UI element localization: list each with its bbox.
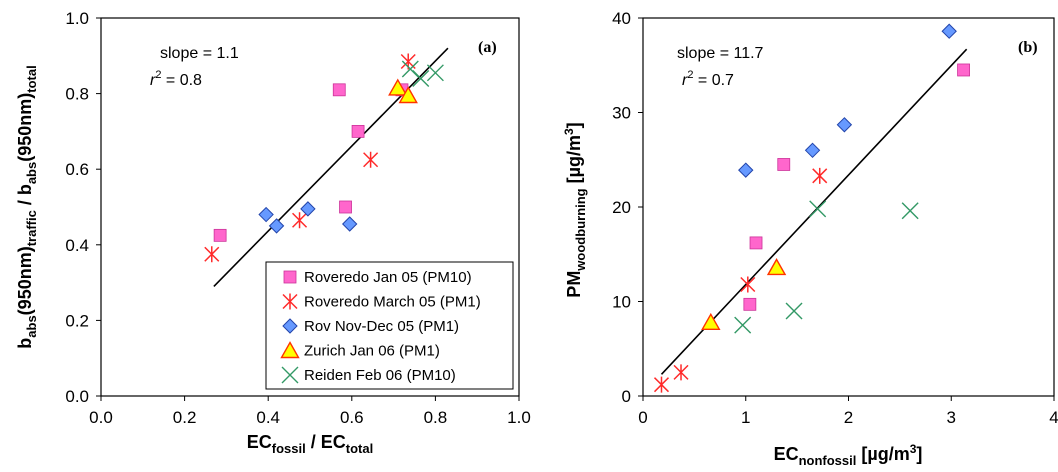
panel-b-x-tick-label: 4 bbox=[1049, 408, 1058, 427]
legend-label: Reiden Feb 06 (PM10) bbox=[304, 367, 456, 384]
panel-a-data-point bbox=[342, 216, 358, 232]
panel-a-data-point bbox=[213, 228, 227, 242]
panel-b-series-4 bbox=[734, 200, 919, 334]
panel-a-y-tick-label: 0.0 bbox=[65, 387, 89, 406]
panel-a-y-tick-label: 0.6 bbox=[65, 160, 89, 179]
legend-marker bbox=[280, 341, 300, 359]
panel-a-data-point bbox=[412, 69, 430, 87]
panel-b-label: (b) bbox=[1018, 39, 1038, 56]
panel-a-data-point bbox=[398, 86, 418, 104]
panel-a-y-tick-label: 1.0 bbox=[65, 9, 89, 28]
legend-marker bbox=[281, 366, 299, 384]
panel-b-x-tick-label: 3 bbox=[947, 408, 956, 427]
panel-b-x-axis-label: ECnonfossil [µg/m3] bbox=[774, 442, 923, 468]
panel-b-data-point bbox=[836, 117, 853, 133]
panel-a-series-4 bbox=[401, 60, 444, 87]
panel-b-data-point bbox=[785, 302, 803, 320]
legend-item: Zurich Jan 06 (PM1) bbox=[280, 341, 440, 360]
panel-b-series-2 bbox=[738, 23, 957, 178]
legend-marker bbox=[283, 270, 297, 284]
panel-b-data-point bbox=[749, 236, 763, 250]
panel-a-y-tick-label: 0.8 bbox=[65, 85, 89, 104]
panel-b-x-tick-label: 0 bbox=[638, 408, 647, 427]
panel-a-x-tick-label: 0.6 bbox=[340, 408, 364, 427]
panel-a-slope-label: slope = 1.1 bbox=[160, 45, 239, 62]
panel-a-y-axis-label: babs(950nm)traffic / babs(950nm)total bbox=[15, 65, 39, 348]
panel-b-y-tick-label: 10 bbox=[612, 293, 631, 312]
panel-b-y-tick-label: 20 bbox=[612, 198, 631, 217]
panel-b-data-point bbox=[804, 142, 821, 159]
panel-a-fit-line bbox=[213, 47, 449, 287]
panel-a-data-point bbox=[426, 64, 444, 82]
panel-a-x-tick-label: 0.8 bbox=[424, 408, 448, 427]
legend-box bbox=[265, 261, 514, 390]
legend-marker bbox=[282, 293, 298, 310]
panel-a-data-point bbox=[204, 246, 220, 263]
panel-b-slope-label: slope = 11.7 bbox=[677, 45, 764, 62]
panel-b-data-point bbox=[734, 316, 752, 334]
panel-a-series-2 bbox=[258, 201, 358, 234]
legend-label: Zurich Jan 06 (PM1) bbox=[304, 343, 440, 360]
panel-a-data-point bbox=[339, 200, 352, 214]
panel-a-x-tick-label: 0.4 bbox=[256, 408, 280, 427]
panel-b-data-point bbox=[738, 162, 754, 178]
panel-a-data-point bbox=[292, 212, 308, 229]
panel-a-label: (a) bbox=[478, 39, 497, 56]
panel-b-y-tick-label: 0 bbox=[622, 387, 631, 406]
legend-label: Roveredo Jan 05 (PM10) bbox=[304, 269, 472, 286]
panel-a-data-point bbox=[268, 218, 285, 234]
panel-b-data-point bbox=[673, 364, 689, 381]
panel-a-x-axis-label: ECfossil / ECtotal bbox=[247, 432, 373, 456]
panel-b-x-tick-label: 2 bbox=[844, 408, 853, 427]
panel-a-series-1 bbox=[204, 53, 416, 263]
panel-b-x-tick-label: 1 bbox=[741, 408, 750, 427]
panel-b-data-point bbox=[777, 158, 791, 171]
panel-b-data-point bbox=[812, 167, 828, 184]
panel-a-series-0 bbox=[213, 83, 409, 242]
panel-a-x-tick-label: 0.0 bbox=[89, 408, 113, 427]
panel-a-data-point bbox=[388, 78, 408, 96]
legend-item: Roveredo Jan 05 (PM10) bbox=[283, 269, 472, 286]
panel-b-data-point bbox=[901, 202, 919, 220]
panel-a-x-tick-label: 1.0 bbox=[507, 408, 531, 427]
panel-a-plot-area bbox=[100, 17, 520, 397]
panel-b-data-point bbox=[743, 297, 757, 311]
panel-b-series-1 bbox=[653, 167, 828, 393]
panel-b-data-point bbox=[740, 276, 756, 293]
panel-a-data-point bbox=[363, 151, 379, 168]
panel-a-x-tick-label: 0.2 bbox=[173, 408, 197, 427]
panel-b-data-point bbox=[766, 258, 787, 276]
panel-a-y-tick-label: 0.2 bbox=[65, 311, 89, 330]
panel-a-y-tick-label: 0.4 bbox=[65, 236, 89, 255]
panel-b-series-3 bbox=[701, 258, 787, 330]
panel-a-r2-label: r2 = 0.8 bbox=[150, 69, 202, 89]
panel-b-data-point bbox=[957, 63, 970, 77]
panel-b-data-point bbox=[653, 376, 670, 393]
panel-a-legend: Roveredo Jan 05 (PM10) Roveredo March 05 … bbox=[265, 261, 514, 390]
legend-label: Roveredo March 05 (PM1) bbox=[304, 294, 481, 311]
panel-a-data-point bbox=[258, 206, 274, 223]
legend-label: Rov Nov-Dec 05 (PM1) bbox=[304, 318, 459, 335]
panel-a-series-3 bbox=[388, 78, 418, 104]
panel-a-chart: 0.0 0.2 0.4 0.6 0.8 1.0 0.0 0.2 0.4 0.6 0.8 1.0 slo… bbox=[15, 9, 531, 456]
legend-marker bbox=[282, 318, 298, 334]
panel-b-data-point bbox=[809, 200, 827, 218]
panel-b-series-0 bbox=[743, 63, 970, 311]
panel-a-data-point bbox=[300, 201, 316, 217]
panel-a-data-point bbox=[401, 60, 419, 78]
legend-item: Rov Nov-Dec 05 (PM1) bbox=[282, 318, 459, 335]
panel-b-y-axis-label: PMwoodburning [µg/m3] bbox=[562, 122, 588, 297]
panel-b-y-tick-label: 30 bbox=[612, 104, 631, 123]
legend-item: Reiden Feb 06 (PM10) bbox=[281, 366, 456, 384]
panel-b-data-point bbox=[701, 312, 721, 330]
panel-b-r2-label: r2 = 0.7 bbox=[682, 69, 734, 89]
panel-a-data-point bbox=[332, 83, 346, 97]
legend-item: Roveredo March 05 (PM1) bbox=[282, 293, 481, 311]
panel-b-y-tick-label: 40 bbox=[612, 9, 631, 28]
panel-b-data-point bbox=[941, 23, 957, 39]
panel-a-data-point bbox=[351, 125, 365, 138]
